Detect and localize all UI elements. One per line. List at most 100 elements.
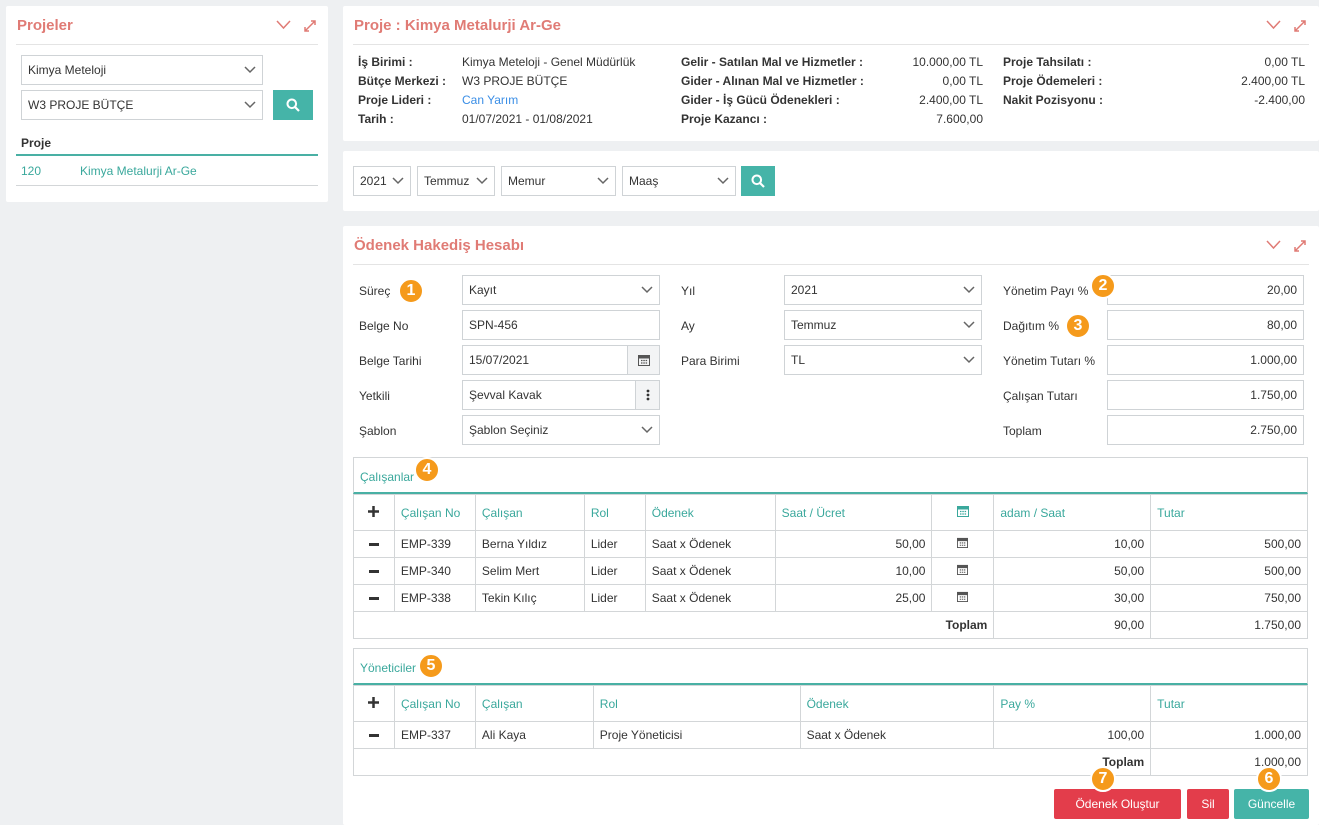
panel-controls [1266,240,1306,252]
belge-tarihi-input[interactable]: 15/07/2021 [462,345,628,375]
employees-section-title[interactable]: Çalışanlar [360,470,415,484]
cell-rate[interactable]: 10,00 [774,557,933,585]
col-adam-saat[interactable]: adam / Saat [993,494,1152,531]
row-calendar-button[interactable] [931,557,995,585]
calendar-icon [957,564,969,575]
project-row-name[interactable]: Kimya Metalurji Ar-Ge [80,164,197,178]
type-filter-select[interactable]: Memur [501,166,616,196]
cell-rate[interactable]: 50,00 [774,530,933,558]
business-unit-value: Kimya Meteloji - Genel Müdürlük [462,55,636,69]
col-calisan[interactable]: Çalışan [474,494,585,531]
chevron-down-icon [392,177,404,185]
collapse-icon[interactable] [1266,20,1281,30]
add-manager-button[interactable] [353,685,395,722]
remove-row-button[interactable] [353,721,395,749]
managers-section-header: Yöneticiler [353,648,1308,685]
expand-icon[interactable] [1294,240,1306,252]
date-picker-button[interactable] [627,345,660,375]
expand-icon[interactable] [1294,20,1306,32]
remove-row-button[interactable] [353,530,395,558]
year-filter-select[interactable]: 2021 [353,166,411,196]
yetkili-input[interactable]: Şevval Kavak [462,380,636,410]
cell-hours[interactable]: 30,00 [993,584,1152,612]
project-leader-link[interactable]: Can Yarım [462,93,519,107]
cell-no: EMP-340 [393,557,476,585]
managers-total-label: Toplam [352,748,1152,776]
yonetim-payi-input[interactable]: 20,00 [1107,275,1304,305]
collection-label: Proje Tahsilatı : [1003,55,1092,69]
col-saat-ucret[interactable]: Saat / Ücret [774,494,933,531]
collapse-icon[interactable] [276,20,291,30]
row-calendar-button[interactable] [931,584,995,612]
surec-value: Kayıt [469,283,497,297]
cell-name: Selim Mert [474,557,585,585]
company-select[interactable]: Kimya Meteloji [21,55,263,85]
budget-select[interactable]: W3 PROJE BÜTÇE [21,90,263,120]
delete-button[interactable]: Sil [1187,789,1229,819]
col-odenek[interactable]: Ödenek [799,685,995,722]
date-value: 01/07/2021 - 01/08/2021 [462,112,593,126]
col-calisan[interactable]: Çalışan [474,685,594,722]
calisan-tutari-label: Çalışan Tutarı [1003,389,1078,403]
expand-icon[interactable] [304,20,316,32]
search-icon [751,174,765,188]
project-search-button[interactable] [273,90,313,120]
col-tutar[interactable]: Tutar [1150,685,1308,722]
col-rol[interactable]: Rol [583,494,646,531]
projects-panel: Projeler Kimya Meteloji W3 PROJE BÜTÇE P… [6,6,328,202]
para-birimi-value: TL [791,353,806,367]
remove-row-button[interactable] [353,557,395,585]
filter-search-button[interactable] [741,166,775,196]
row-calendar-button[interactable] [931,530,995,558]
employees-header-row: Çalışan No Çalışan Rol Ödenek Saat / Ücr… [353,494,1308,531]
cell-name: Berna Yıldız [474,530,585,558]
cell-hours[interactable]: 10,00 [993,530,1152,558]
cell-rate[interactable]: 25,00 [774,584,933,612]
belge-no-input[interactable]: SPN-456 [462,310,660,340]
create-allowance-button[interactable]: Ödenek Oluştur [1054,789,1181,819]
remove-row-button[interactable] [353,584,395,612]
ay-select[interactable]: Temmuz [784,310,982,340]
col-rol[interactable]: Rol [592,685,801,722]
cell-pay[interactable]: 100,00 [993,721,1152,749]
surec-select[interactable]: Kayıt [462,275,660,305]
chevron-down-icon [476,177,488,185]
cell-hours[interactable]: 50,00 [993,557,1152,585]
toplam-input[interactable]: 2.750,00 [1107,415,1304,445]
yil-select[interactable]: 2021 [784,275,982,305]
belge-no-label: Belge No [359,319,409,333]
month-filter-select[interactable]: Temmuz [417,166,495,196]
collection-value: 0,00 TL [1264,55,1305,69]
col-calisan-no[interactable]: Çalışan No [393,494,476,531]
col-odenek[interactable]: Ödenek [644,494,776,531]
calendar-icon [957,537,969,548]
income-value: 10.000,00 TL [912,55,983,69]
chevron-down-icon [244,66,256,74]
add-employee-button[interactable] [353,494,395,531]
yonetim-payi-label: Yönetim Payı % [1003,284,1089,298]
cell-role: Proje Yöneticisi [592,721,801,749]
cell-name: Ali Kaya [474,721,594,749]
update-button[interactable]: Güncelle [1234,789,1309,819]
dagitim-input[interactable]: 80,00 [1107,310,1304,340]
employees-total-hours: 90,00 [993,611,1152,639]
yonetim-tutari-input[interactable]: 1.000,00 [1107,345,1304,375]
cell-allowance: Saat x Ödenek [644,584,776,612]
col-calisan-no[interactable]: Çalışan No [393,685,476,722]
managers-section-title[interactable]: Yöneticiler [360,661,417,675]
minus-icon [368,734,379,738]
project-row-no[interactable]: 120 [21,164,42,178]
calisan-tutari-input[interactable]: 1.750,00 [1107,380,1304,410]
sablon-select[interactable]: Şablon Seçiniz [462,415,660,445]
plus-icon [368,505,380,517]
para-birimi-select[interactable]: TL [784,345,982,375]
panel-controls [276,20,316,32]
pay-filter-select[interactable]: Maaş [622,166,736,196]
collapse-icon[interactable] [1266,240,1281,250]
calendar-icon [637,355,650,366]
col-pay[interactable]: Pay % [993,685,1152,722]
employees-total-label: Toplam [352,611,995,639]
col-tutar[interactable]: Tutar [1150,494,1308,531]
yetkili-menu-button[interactable] [635,380,660,410]
month-filter-value: Temmuz [424,174,470,188]
